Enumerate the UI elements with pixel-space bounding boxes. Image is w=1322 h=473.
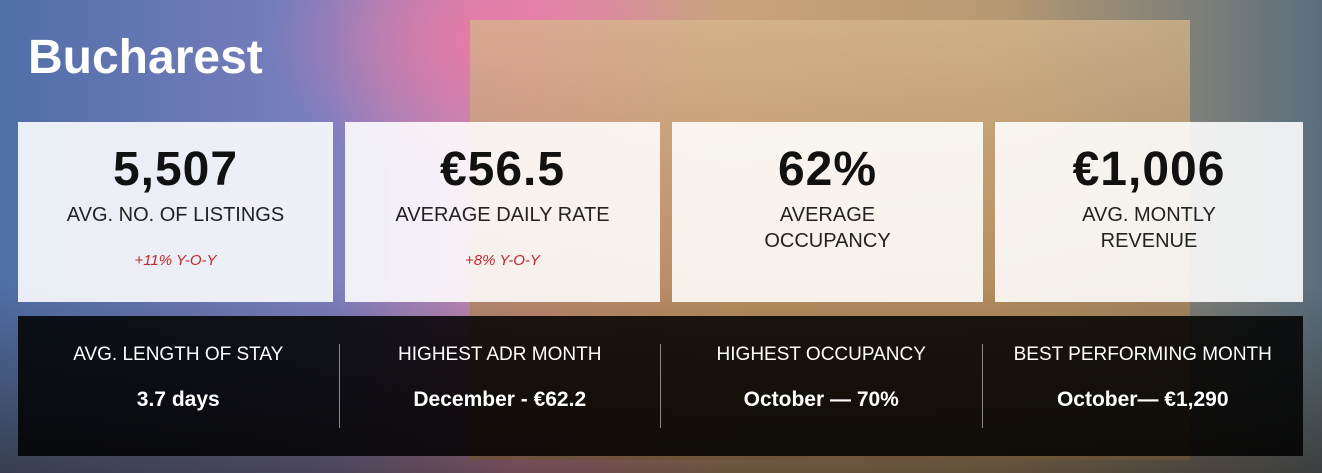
stat-item: BEST PERFORMING MONTH October— €1,290 [982,344,1304,428]
kpi-change: +8% Y-O-Y [345,252,660,269]
kpi-value: 5,507 [18,144,333,196]
kpi-label: AVERAGE DAILY RATE [345,202,660,228]
kpi-card: €1,006 AVG. MONTLY REVENUE [995,122,1303,302]
page: Bucharest 5,507 AVG. NO. OF LISTINGS +11% … [0,0,1322,473]
stat-label: HIGHEST ADR MONTH [340,344,661,366]
title: Bucharest [28,30,263,85]
kpi-value: €56.5 [345,144,660,196]
kpi-value: 62% [672,144,983,196]
kpi-card: 5,507 AVG. NO. OF LISTINGS +11% Y-O-Y [18,122,333,302]
stat-value: October— €1,290 [983,388,1304,412]
kpi-label: AVG. NO. OF LISTINGS [18,202,333,228]
stat-label: AVG. LENGTH OF STAY [18,344,339,366]
stat-label: BEST PERFORMING MONTH [983,344,1304,366]
kpi-value: €1,006 [995,144,1303,196]
kpi-card: €56.5 AVERAGE DAILY RATE +8% Y-O-Y [345,122,660,302]
stat-item: HIGHEST OCCUPANCY October — 70% [660,344,982,428]
stat-value: October — 70% [661,388,982,412]
stat-item: HIGHEST ADR MONTH December - €62.2 [339,344,661,428]
kpi-label: AVG. MONTLY REVENUE [1064,202,1234,254]
kpi-card: 62% AVERAGE OCCUPANCY [672,122,983,302]
kpi-label: AVERAGE OCCUPANCY [743,202,913,254]
cards: 5,507 AVG. NO. OF LISTINGS +11% Y-O-Y €56.5… [18,122,1303,302]
stat-item: AVG. LENGTH OF STAY 3.7 days [18,344,339,428]
stat-value: December - €62.2 [340,388,661,412]
stat-value: 3.7 days [18,388,339,412]
kpi-change: +11% Y-O-Y [18,252,333,269]
stat-label: HIGHEST OCCUPANCY [661,344,982,366]
